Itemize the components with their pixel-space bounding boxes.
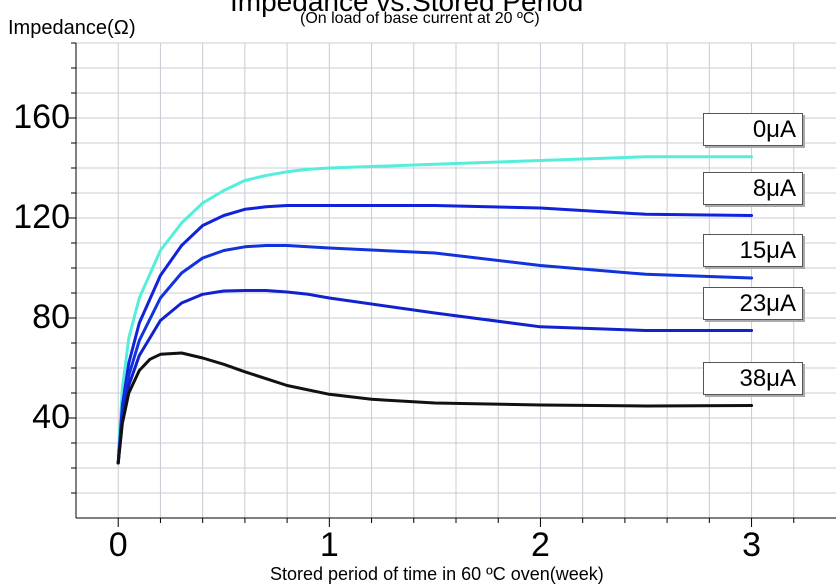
- y-axis-label: Impedance(Ω): [8, 17, 136, 39]
- y-tick-label: 160: [13, 98, 70, 136]
- y-tick-label: 40: [32, 398, 70, 436]
- x-tick-label: 1: [319, 526, 339, 564]
- legend-entry: 15μA: [703, 234, 803, 267]
- legend-label: 15μA: [739, 237, 796, 264]
- x-tick-label: 3: [742, 526, 761, 564]
- series-line-0: [116, 155, 754, 457]
- y-tick-label: 120: [13, 198, 70, 236]
- series-line-4: [116, 351, 754, 465]
- x-tick-label: 0: [108, 526, 128, 564]
- series-lines: [116, 155, 754, 465]
- legend-label: 0μA: [752, 115, 796, 143]
- legend-label: 38μA: [739, 364, 796, 392]
- x-axis-label: Stored period of time in 60 ºC oven(week…: [270, 564, 604, 584]
- axes: [68, 42, 836, 527]
- legend-entry: 23μA: [703, 286, 803, 320]
- legend-label: 8μA: [752, 174, 796, 202]
- legend-entry: 38μA: [703, 361, 803, 395]
- legend-label: 23μA: [739, 289, 796, 317]
- chart-subtitle: (On load of base current at 20 ºC): [300, 10, 540, 27]
- legend-entry: 0μA: [703, 112, 803, 146]
- series-line-2: [116, 244, 754, 465]
- y-tick-label: 80: [32, 298, 70, 336]
- legend-entry: 8μA: [703, 171, 803, 205]
- series-line-3: [116, 289, 754, 465]
- series-line-1: [116, 204, 754, 465]
- x-tick-label: 2: [530, 526, 550, 564]
- chart-title: Impedance vs.Stored Period: [230, 0, 584, 17]
